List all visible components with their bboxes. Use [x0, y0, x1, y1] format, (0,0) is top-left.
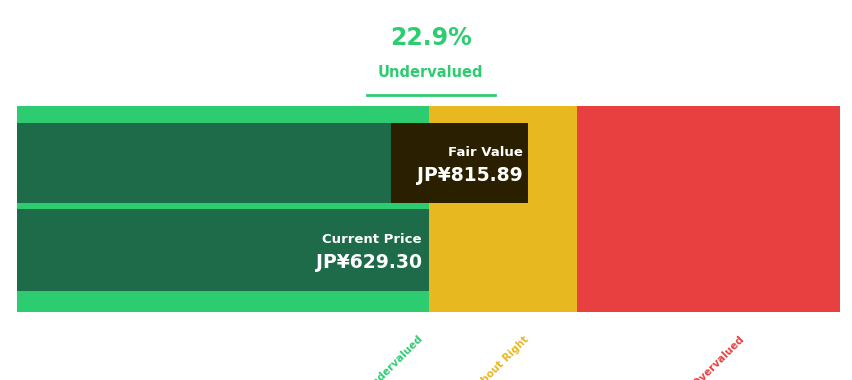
FancyBboxPatch shape: [576, 106, 839, 312]
Text: Undervalued: Undervalued: [377, 65, 483, 80]
Text: 22.9%: 22.9%: [389, 26, 471, 50]
FancyBboxPatch shape: [428, 106, 576, 312]
FancyBboxPatch shape: [17, 106, 428, 312]
FancyBboxPatch shape: [17, 123, 522, 203]
Text: 20% Undervalued: 20% Undervalued: [343, 334, 423, 380]
FancyBboxPatch shape: [17, 209, 428, 291]
Text: Current Price: Current Price: [322, 233, 421, 246]
FancyBboxPatch shape: [390, 123, 527, 203]
Text: Fair Value: Fair Value: [447, 146, 521, 159]
Text: 20% Overvalued: 20% Overvalued: [671, 334, 745, 380]
Text: JP¥815.89: JP¥815.89: [417, 166, 521, 185]
Text: About Right: About Right: [474, 334, 531, 380]
Text: JP¥629.30: JP¥629.30: [315, 253, 421, 272]
